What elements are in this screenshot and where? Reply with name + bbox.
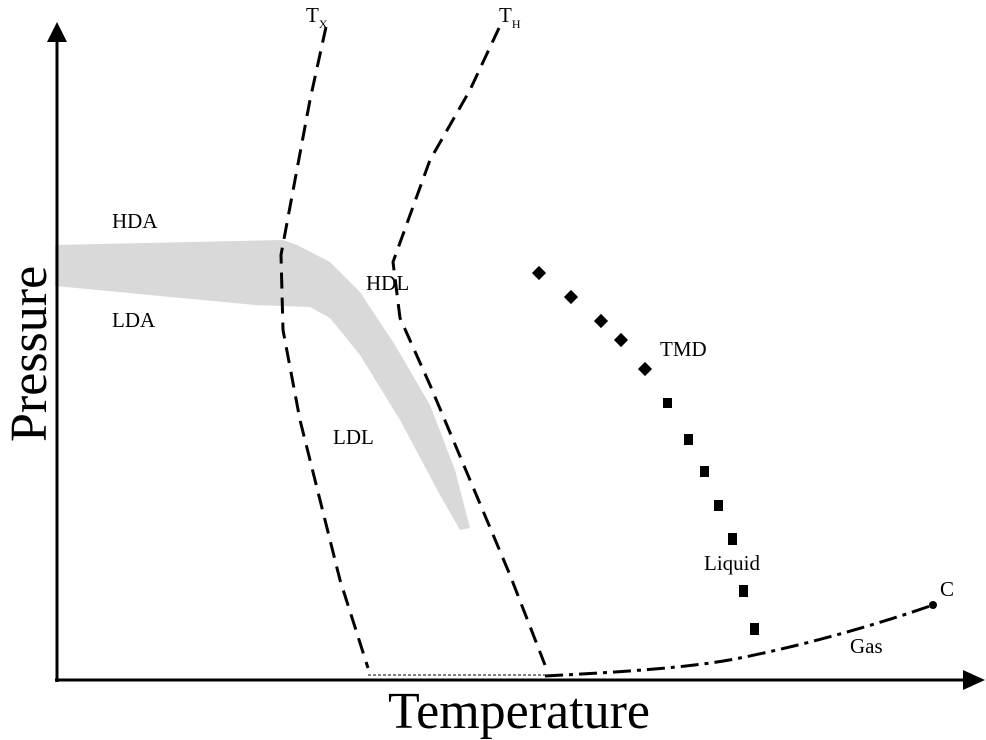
y-axis-title: Pressure: [1, 266, 58, 442]
tmd-curve: [531, 265, 759, 635]
tmd-dot: [637, 361, 653, 377]
x-axis-arrowhead: [963, 670, 985, 690]
tmd-dot: [728, 533, 737, 545]
hdl-label: HDL: [366, 271, 409, 295]
y-axis: [47, 22, 67, 682]
tmd-dot: [700, 466, 709, 477]
th-line: [391, 27, 547, 666]
tmd-dot: [613, 332, 629, 348]
tx-label: TX: [306, 3, 328, 31]
gas-label: Gas: [850, 634, 883, 658]
hda-label: HDA: [112, 209, 158, 233]
tmd-dot: [593, 313, 609, 329]
liquid-label: Liquid: [704, 551, 760, 575]
transition-band: [55, 240, 470, 530]
th-label: TH: [499, 3, 521, 31]
x-axis: [55, 670, 985, 690]
tmd-dot: [663, 398, 672, 408]
tmd-dot: [563, 289, 579, 305]
lda-label: LDA: [112, 308, 156, 332]
tmd-dot: [750, 623, 759, 635]
ldl-label: LDL: [333, 425, 374, 449]
tmd-dot: [714, 500, 723, 511]
tmd-label: TMD: [660, 337, 707, 361]
critical-point: [929, 601, 937, 609]
coexistence-curve: [544, 603, 934, 678]
x-axis-title: Temperature: [388, 683, 650, 740]
tmd-dot: [684, 434, 693, 445]
tx-line: [279, 26, 370, 669]
y-axis-arrowhead: [47, 22, 67, 42]
tmd-dot: [739, 585, 748, 597]
tmd-dot: [531, 265, 547, 281]
critical-point-label: C: [940, 577, 954, 601]
